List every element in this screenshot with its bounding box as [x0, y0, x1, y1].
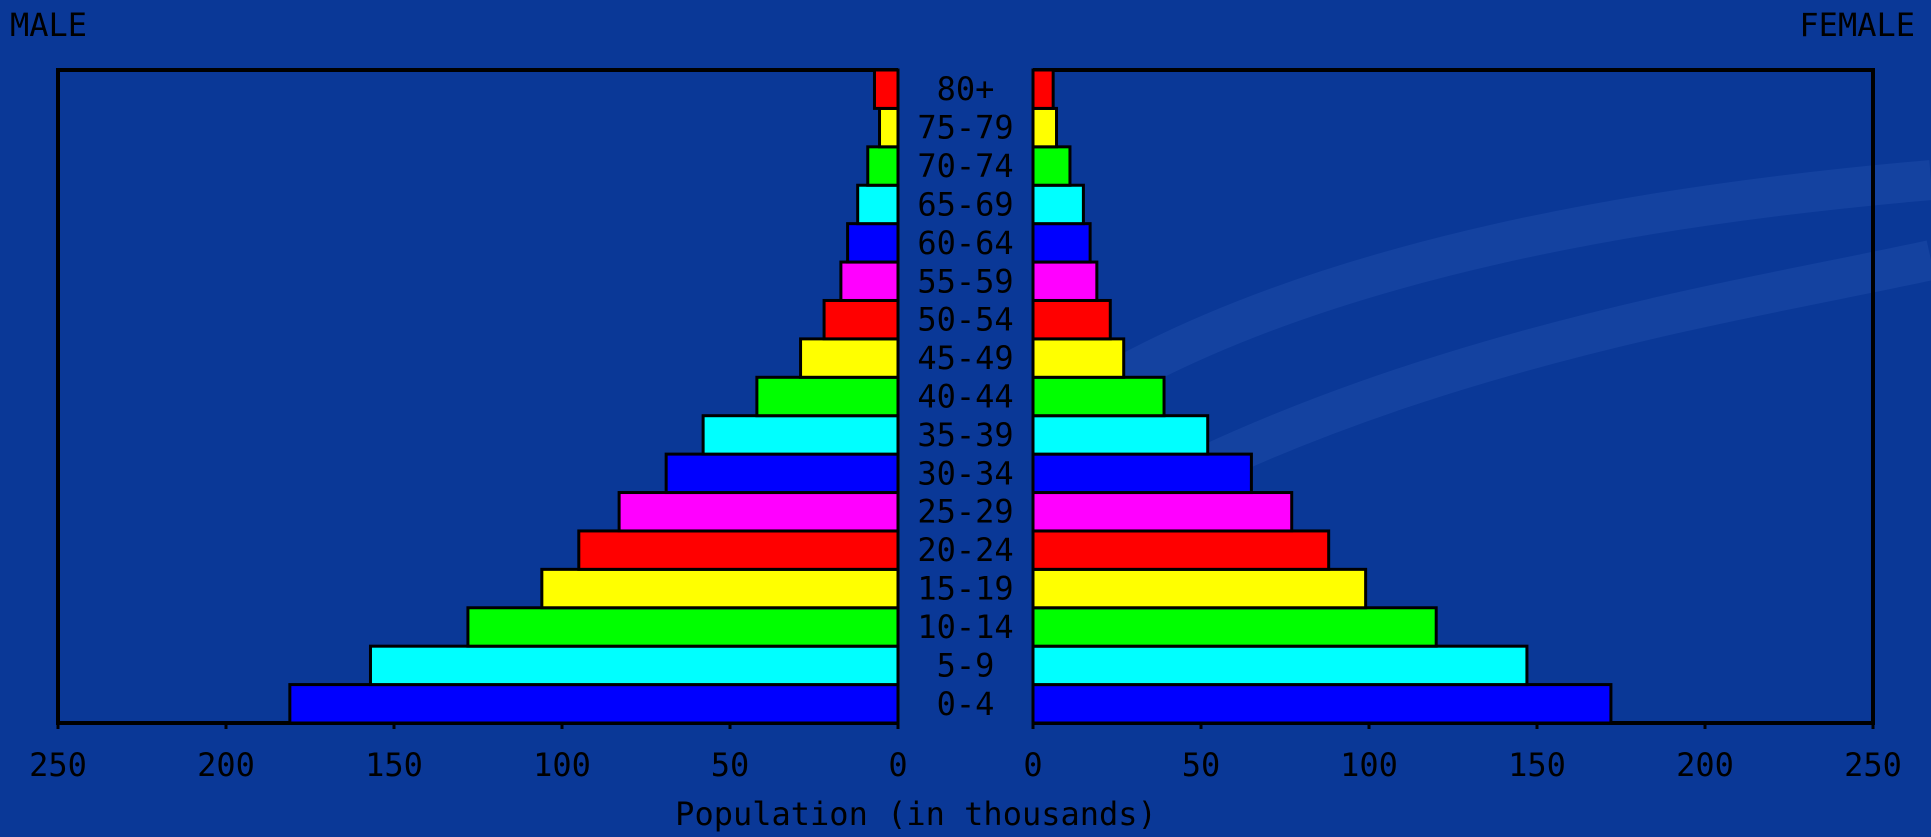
bar — [1031, 683, 1613, 725]
x-tick-label: 250 — [29, 746, 87, 784]
bar — [755, 375, 900, 418]
bar — [1031, 337, 1126, 379]
bar — [1031, 183, 1085, 226]
x-axis-label: Population (in thousands) — [675, 795, 1157, 833]
x-tick-label: 0 — [888, 746, 907, 784]
category-label: 55-59 — [917, 262, 1013, 300]
bar — [1031, 529, 1331, 571]
x-tick-label: 250 — [1844, 746, 1902, 784]
category-label: 60-64 — [917, 224, 1013, 262]
bar — [1031, 375, 1166, 418]
category-label: 15-19 — [917, 570, 1013, 608]
x-tick-label: 150 — [365, 746, 423, 784]
category-label: 80+ — [937, 70, 995, 108]
category-label: 50-54 — [917, 301, 1013, 339]
bar — [1031, 414, 1210, 456]
category-label: 5-9 — [937, 646, 995, 684]
category-label: 25-29 — [917, 493, 1013, 531]
bar — [701, 414, 900, 456]
x-tick-label: 100 — [533, 746, 591, 784]
bar — [1031, 491, 1294, 533]
category-label: 10-14 — [917, 608, 1013, 646]
bar — [1031, 222, 1092, 264]
bar — [822, 298, 900, 341]
x-tick-label: 200 — [1676, 746, 1734, 784]
x-tick-label: 150 — [1508, 746, 1566, 784]
bar — [577, 529, 900, 571]
bar — [878, 106, 900, 149]
bar — [872, 68, 900, 110]
bar — [1031, 260, 1099, 302]
bar — [856, 183, 900, 226]
bar — [1031, 567, 1368, 610]
x-tick-label: 50 — [1182, 746, 1221, 784]
bar — [866, 145, 900, 187]
category-label: 30-34 — [917, 454, 1013, 492]
category-label: 70-74 — [917, 147, 1013, 185]
bar — [1031, 644, 1529, 687]
bar — [466, 606, 900, 648]
x-tick-label: 100 — [1340, 746, 1398, 784]
legend-male: MALE — [10, 6, 87, 44]
category-label: 65-69 — [917, 185, 1013, 223]
category-label: 45-49 — [917, 339, 1013, 377]
category-label: 20-24 — [917, 531, 1013, 569]
bar — [1031, 145, 1072, 187]
bar — [1031, 298, 1112, 341]
legend-female: FEMALE — [1799, 6, 1915, 44]
x-tick-label: 200 — [197, 746, 255, 784]
bar — [1031, 68, 1055, 110]
bar — [1031, 452, 1253, 495]
category-label: 75-79 — [917, 109, 1013, 147]
bar — [288, 683, 900, 725]
bar — [617, 491, 900, 533]
bar — [799, 337, 900, 379]
x-tick-label: 50 — [711, 746, 750, 784]
category-label: 40-44 — [917, 378, 1013, 416]
category-label: 0-4 — [937, 685, 995, 723]
bar — [664, 452, 900, 495]
bar — [540, 567, 900, 610]
bar — [368, 644, 900, 687]
x-tick-label: 0 — [1023, 746, 1042, 784]
category-label: 35-39 — [917, 416, 1013, 454]
bar — [839, 260, 900, 302]
bar — [1031, 606, 1438, 648]
bar — [1031, 106, 1059, 149]
bar — [846, 222, 900, 264]
